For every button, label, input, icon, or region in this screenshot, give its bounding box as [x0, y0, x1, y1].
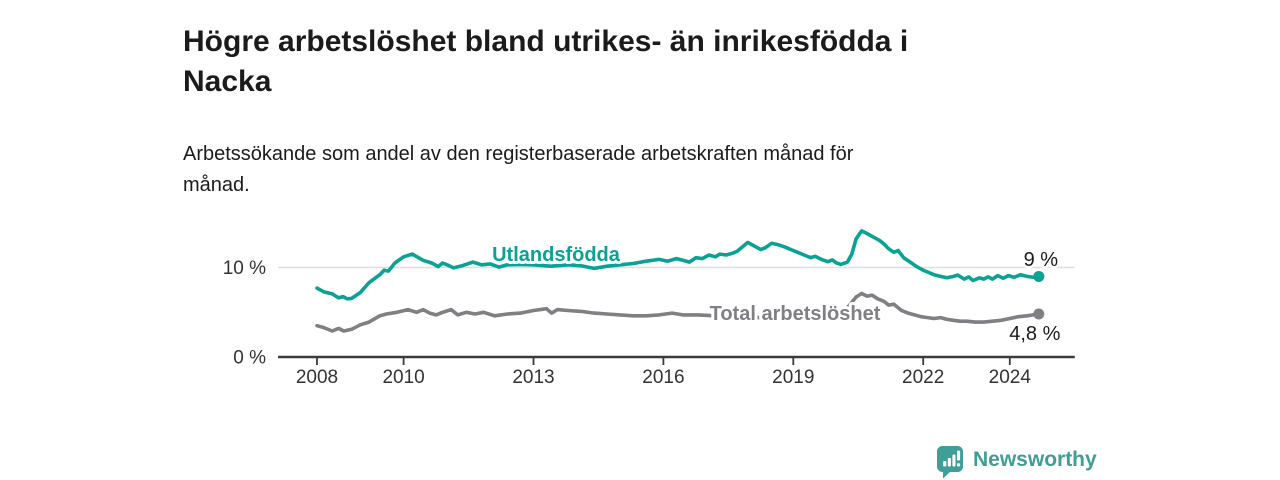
- x-tick-label: 2024: [989, 367, 1032, 388]
- x-tick-label: 2008: [296, 367, 338, 388]
- subtitle-line-1: Arbetssökande som andel av den registerb…: [183, 143, 854, 165]
- series-end-dot-1: [1033, 308, 1045, 320]
- series-label-0: Utlandsfödda: [492, 244, 621, 266]
- x-tick-label: 2022: [902, 367, 944, 388]
- x-tick-label: 2010: [382, 367, 424, 388]
- series-line-1: [315, 291, 1041, 333]
- series-end-value-label-0: 9 %: [1024, 249, 1059, 271]
- title-line-2: Nacka: [183, 65, 272, 99]
- series-line-0: [315, 229, 1041, 301]
- x-tick-label: 2019: [772, 367, 814, 388]
- subtitle-line-2: månad.: [183, 174, 250, 196]
- series-end-dot-0: [1033, 270, 1045, 282]
- y-tick-label: 0 %: [233, 348, 266, 369]
- series-end-value-label-1: 4,8 %: [1009, 323, 1060, 345]
- speech-bubble-bar-chart-icon: [937, 446, 963, 479]
- series-label-1: Total arbetslöshet: [710, 303, 881, 325]
- x-tick-label: 2013: [512, 367, 554, 388]
- newsworthy-brand-name: Newsworthy: [973, 448, 1097, 471]
- newsworthy-logo: Newsworthy: [936, 445, 1097, 479]
- y-tick-label: 10 %: [223, 258, 266, 279]
- page-title: Högre arbetslöshet bland utrikes- än inr…: [183, 22, 1083, 102]
- x-tick-label: 2016: [642, 367, 684, 388]
- title-line-1: Högre arbetslöshet bland utrikes- än inr…: [183, 25, 909, 59]
- chart-subtitle: Arbetssökande som andel av den registerb…: [183, 139, 1083, 201]
